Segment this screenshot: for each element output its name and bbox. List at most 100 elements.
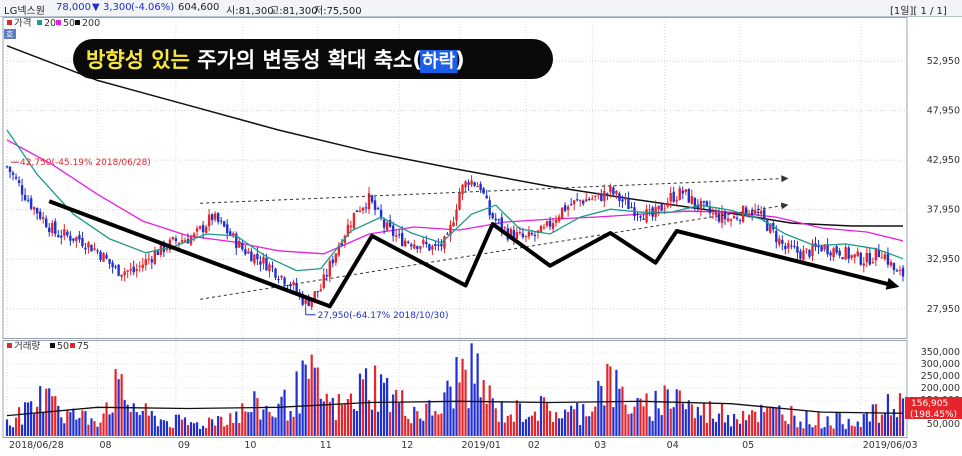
candle-body [850, 255, 853, 258]
trend-arrowheads [11, 161, 900, 316]
volume-bar [533, 411, 537, 436]
volume-bar [588, 416, 591, 436]
volume-bar [78, 417, 81, 436]
ma20-line [6, 129, 904, 272]
ma50-legend-swatch [56, 20, 61, 25]
candle-body [397, 234, 401, 236]
title-part-4: ) [455, 48, 465, 72]
candle-body [542, 226, 546, 229]
volume-bar [491, 398, 494, 436]
candle-body [618, 193, 621, 201]
candle-body [322, 274, 325, 288]
title-highlight [419, 50, 458, 73]
candle-body [32, 207, 36, 210]
candle-body [672, 191, 675, 202]
period-indicator[interactable]: [1일][ 1 / 1] [890, 6, 947, 17]
volume-bar [253, 391, 256, 436]
volume-bar [826, 416, 829, 436]
price-tick-label: 27,950 [927, 304, 960, 315]
volume-bar [651, 420, 654, 436]
candle-body [838, 250, 841, 256]
volume-bar [358, 373, 362, 436]
volume-bar [443, 392, 446, 436]
volume-bar [180, 419, 184, 436]
candle-body [865, 252, 868, 263]
candle-body [735, 217, 739, 219]
volume-bar [539, 396, 543, 436]
candle-body [117, 264, 120, 276]
volume-bar [778, 405, 781, 436]
candle-body [597, 192, 600, 196]
volume-bar [895, 417, 899, 436]
volume-bar [524, 419, 527, 436]
candle-body [219, 220, 223, 222]
candle-body [283, 277, 286, 285]
volume-bar [301, 360, 304, 436]
volume-bar [476, 353, 479, 436]
volume-bar [244, 411, 247, 436]
volume-bar [90, 418, 93, 436]
candle-body [578, 199, 582, 201]
volume-bar [14, 417, 18, 436]
candle-body [763, 209, 766, 219]
volume-bar [621, 386, 624, 436]
volume-bar [790, 406, 793, 436]
volume-bar [455, 357, 458, 436]
volume-bar [470, 343, 473, 436]
candle-body [394, 235, 398, 237]
candle-body [657, 205, 660, 210]
volume-bar [449, 386, 452, 436]
candle-body [530, 232, 534, 235]
volume-tick-label: 300,000 [921, 359, 960, 370]
volume-bar [144, 403, 147, 436]
candle-body [367, 193, 371, 210]
volume-bar [814, 425, 817, 436]
volume-bar [732, 413, 736, 436]
volume-bar [66, 410, 69, 436]
volume-tick-label: 250,000 [921, 371, 960, 382]
candle-body [449, 224, 452, 236]
candle-body [802, 250, 805, 261]
volume-bar [192, 423, 196, 436]
price-tick-label: 32,950 [927, 254, 960, 265]
volume-bar [745, 420, 748, 436]
volume-bar [859, 427, 862, 436]
candle-body [11, 172, 15, 175]
volume-bar [168, 427, 172, 436]
volume-bar [633, 406, 636, 436]
volume-bar [711, 418, 715, 436]
volume-bar [346, 398, 350, 436]
volume-bar [189, 422, 193, 436]
date-tick-label: 12 [401, 440, 413, 451]
candle-body [636, 213, 639, 215]
volume-bar [30, 401, 33, 436]
price-tick-label: 47,950 [927, 106, 960, 117]
candle-body [844, 247, 847, 260]
candle-body [624, 198, 627, 200]
candle-body [8, 166, 12, 173]
candle-body [207, 214, 211, 227]
volume-ma-line [6, 400, 904, 417]
candle-body [823, 244, 826, 250]
volume-bar [259, 419, 262, 436]
candle-body [138, 265, 141, 267]
volume-bar [714, 421, 718, 436]
volume-bar [838, 412, 841, 436]
candle-body [470, 180, 473, 185]
volume-bar [573, 409, 576, 436]
candle-body [189, 237, 193, 245]
volume-bar [729, 426, 733, 436]
candle-body [500, 217, 503, 230]
candle-body [443, 236, 446, 249]
candle-body [99, 251, 102, 260]
volume-bar [289, 411, 292, 436]
volume-bar [545, 403, 549, 436]
volume-bar [126, 404, 129, 436]
candle-body [452, 222, 455, 227]
candle-body [476, 186, 479, 188]
corner-badge[interactable] [4, 29, 16, 39]
candle-body [174, 238, 178, 242]
volume-bar [174, 414, 178, 436]
volume-bar [835, 412, 838, 436]
date-axis-labels: 2018/06/28 08 09 10 11 12 2019/01 02 03 04 05 2019/… [9, 440, 918, 451]
